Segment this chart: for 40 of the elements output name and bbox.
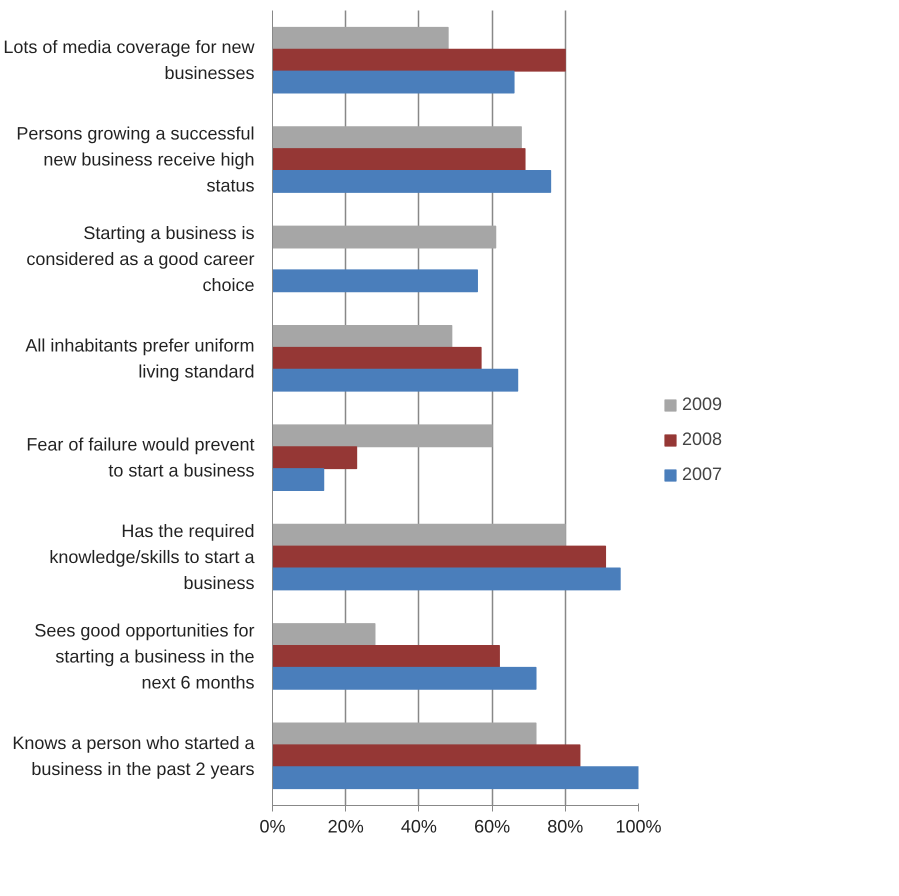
bar (272, 744, 580, 768)
bar (272, 269, 478, 292)
bar (272, 226, 496, 249)
bar (272, 325, 452, 348)
bar (272, 722, 537, 746)
bar (272, 623, 376, 646)
y-tick-label: Persons growing a successful new business receive high status (16, 124, 255, 196)
bar (272, 26, 449, 50)
legend-label: 2008 (682, 429, 722, 450)
bar (272, 424, 493, 448)
bar (272, 446, 358, 470)
bar (272, 645, 500, 668)
y-tick-label: Starting a business is considered as a good career choice (26, 222, 255, 295)
bar (272, 567, 621, 590)
y-tick-label: All inhabitants prefer uniform living standard (25, 335, 255, 382)
x-tick-label: 60% (474, 816, 510, 836)
legend-label: 2007 (682, 464, 722, 485)
x-tick-label: 0% (259, 816, 286, 836)
x-tick-label: 80% (547, 816, 584, 836)
legend-label: 2009 (682, 394, 722, 415)
bar (272, 546, 606, 568)
bar (272, 524, 566, 547)
y-tick-label: Lots of media coverage for new businesses (3, 37, 256, 84)
bar (272, 170, 552, 193)
bar (272, 666, 537, 690)
y-tick-label: Sees good opportunities for starting a business in the next 6 months (34, 620, 255, 692)
x-tick-label: 40% (400, 816, 437, 836)
y-tick-label: Has the required knowledge/skills to start a business (49, 521, 256, 594)
bar (272, 148, 526, 171)
bar (272, 346, 482, 370)
y-tick-label: Fear of failure would prevent to start a business (26, 434, 255, 481)
x-tick-label: 20% (328, 816, 364, 836)
bar (272, 468, 324, 491)
bar (272, 70, 515, 94)
bar (272, 766, 638, 790)
x-tick-label: 100% (615, 816, 662, 836)
bar (272, 126, 522, 150)
y-tick-label: Knows a person who started a business in the past 2 years (12, 732, 256, 779)
bar (272, 368, 518, 392)
bar (272, 48, 566, 72)
